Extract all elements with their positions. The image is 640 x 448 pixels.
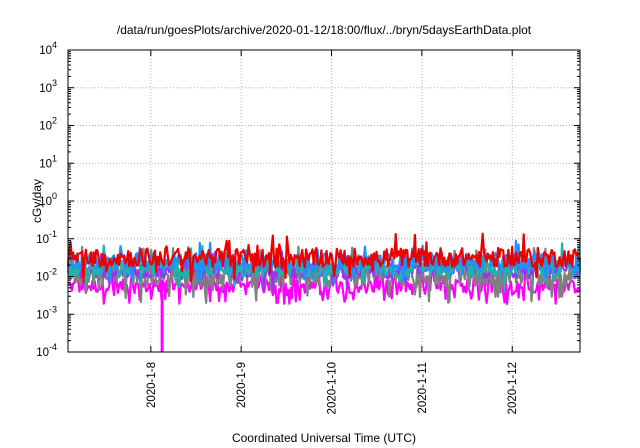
y-tick-label: 103 [39, 78, 57, 95]
y-axis-label: cGy/day [30, 179, 44, 223]
y-tick-label: 101 [39, 153, 57, 170]
x-tick-label: 2020-1-10 [327, 362, 339, 414]
x-axis-label: Coordinated Universal Time (UTC) [232, 431, 416, 445]
x-tick-label: 2020-1-8 [146, 362, 158, 408]
chart-title: /data/run/goesPlots/archive/2020-01-12/1… [117, 23, 532, 37]
y-tick-label: 102 [39, 116, 57, 133]
y-axis: 10-4 10-3 10-2 10-1 100 101 102 103 104 [36, 40, 580, 359]
y-tick-label: 10-2 [36, 267, 57, 284]
x-tick-label: 2020-1-11 [417, 362, 429, 414]
series-line [66, 232, 582, 283]
y-tick-label: 10-3 [36, 304, 57, 321]
x-axis: 2020-1-8 2020-1-9 2020-1-10 2020-1-11 2020-1… [146, 50, 519, 414]
series-layer [66, 232, 582, 352]
grid [68, 50, 580, 352]
x-tick-label: 2020-1-12 [507, 362, 519, 414]
y-tick-label: 10-1 [36, 229, 57, 246]
y-tick-label: 104 [39, 40, 57, 57]
series-line [66, 242, 582, 293]
y-tick-label: 100 [39, 191, 57, 208]
x-tick-label: 2020-1-9 [236, 362, 248, 408]
y-tick-label: 10-4 [36, 342, 57, 359]
